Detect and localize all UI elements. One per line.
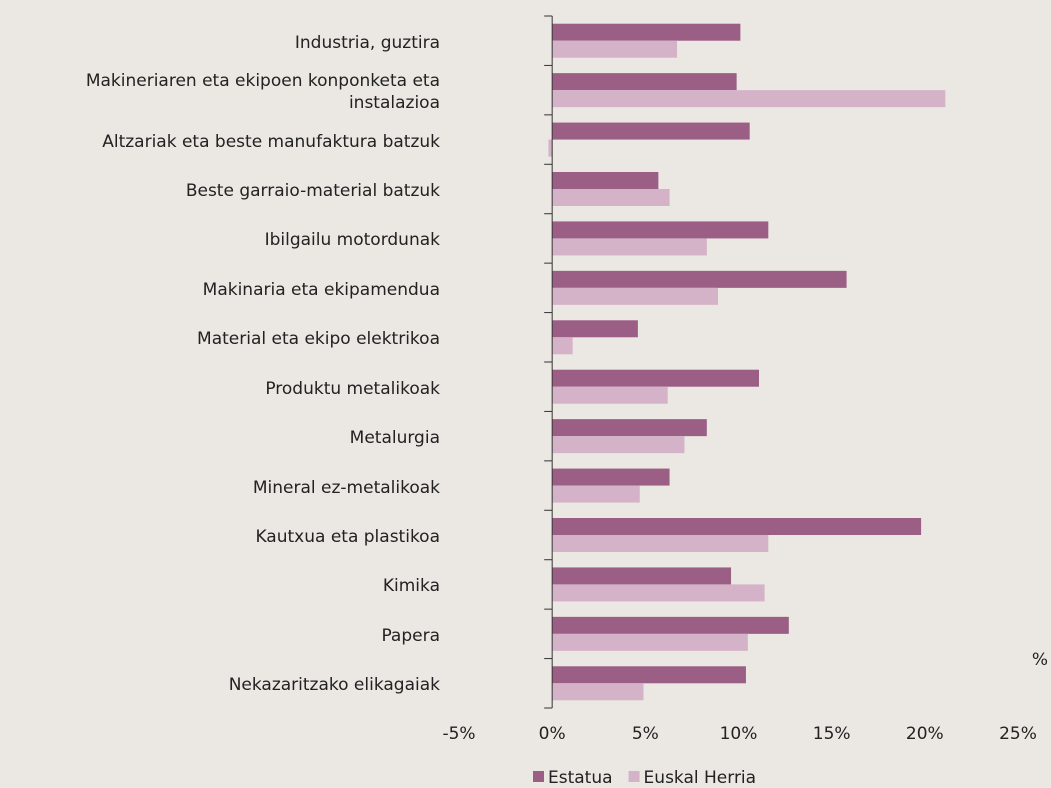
bar <box>552 238 707 256</box>
bar <box>552 485 640 503</box>
bar <box>552 337 573 355</box>
bar <box>552 270 847 288</box>
category-label: Altzariak eta beste manufaktura batzuk <box>102 131 440 152</box>
category-label: Material eta ekipo elektrikoa <box>197 329 440 350</box>
x-tick-label: 15% <box>813 724 851 744</box>
bar <box>552 419 707 437</box>
unit-label: % <box>1032 650 1048 670</box>
x-tick-label: 20% <box>906 724 944 744</box>
bar <box>552 369 759 387</box>
bar <box>552 633 748 651</box>
x-tick-label: 25% <box>999 724 1037 744</box>
legend-label: Estatua <box>548 768 613 788</box>
bar <box>552 122 750 140</box>
bar <box>552 535 769 552</box>
category-label: Beste garraio-material batzuk <box>185 181 440 201</box>
category-label: Kimika <box>382 576 440 597</box>
category-label: Kautxua eta plastikoa <box>255 527 440 547</box>
category-label: Mineral ez-metalikoak <box>252 477 440 498</box>
bar <box>552 584 765 602</box>
bar <box>552 40 678 58</box>
bar <box>552 23 741 41</box>
x-tick-label: -5% <box>442 724 475 744</box>
x-tick-label: 0% <box>539 724 566 744</box>
bar <box>552 320 638 338</box>
bar <box>552 518 922 535</box>
legend-swatch <box>628 771 640 782</box>
bar <box>552 436 685 454</box>
x-tick-label: 10% <box>720 724 758 744</box>
bar <box>552 666 746 684</box>
bar <box>552 172 659 189</box>
bar <box>552 616 789 634</box>
bar <box>552 189 670 206</box>
bar <box>552 567 732 585</box>
bar <box>552 90 946 108</box>
category-label: Papera <box>381 625 440 646</box>
bar <box>552 468 670 486</box>
bar <box>552 221 769 239</box>
bar <box>552 683 644 701</box>
x-tick-label: 5% <box>632 724 659 744</box>
legend-swatch <box>533 771 544 782</box>
bar <box>548 139 553 157</box>
legend-label: Euskal Herria <box>644 768 757 788</box>
bar <box>552 73 737 91</box>
bar <box>552 287 719 305</box>
category-label: Makinaria eta ekipamendua <box>202 279 440 300</box>
category-label: Produktu metalikoak <box>265 378 440 399</box>
category-label: Nekazaritzako elikagaiak <box>228 675 440 696</box>
category-label: Makineriaren eta ekipoen konponketa eta … <box>85 71 440 114</box>
bar <box>552 386 668 404</box>
category-label: Industria, guztira <box>294 32 440 53</box>
category-label: Metalurgia <box>349 428 440 449</box>
category-label: Ibilgailu motordunak <box>264 230 440 251</box>
